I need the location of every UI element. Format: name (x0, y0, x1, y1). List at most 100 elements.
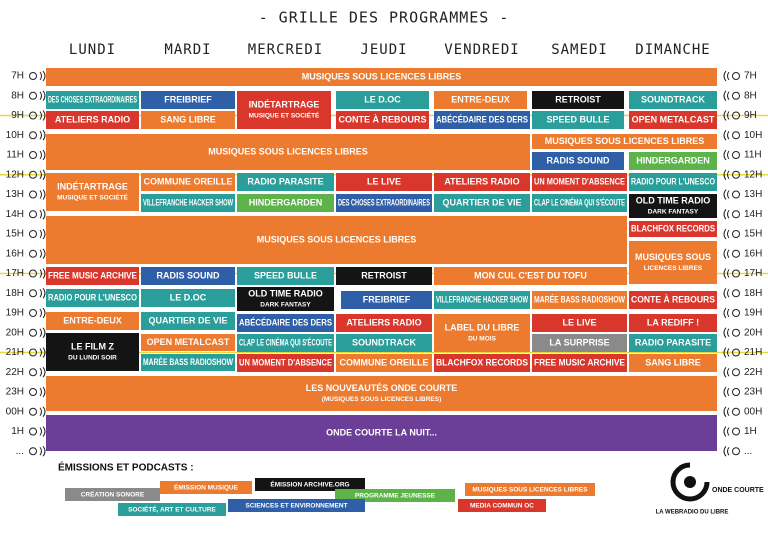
program-subtitle: MUSIQUE ET SOCIÉTÉ (57, 193, 128, 202)
program-title: LE D.OC (364, 94, 401, 104)
speaker-icon (29, 269, 37, 278)
day-label: DIMANCHE (635, 42, 710, 58)
hour-label: 1H (744, 426, 757, 437)
legend-swatch (255, 478, 365, 491)
hour-label: 17H (744, 268, 762, 279)
program-block (237, 91, 331, 129)
hour-label: 14H (6, 209, 24, 220)
legend-swatch (228, 499, 365, 512)
hour-label: 11H (744, 150, 762, 161)
speaker-waves (723, 110, 730, 121)
hour-label: 10H (744, 130, 762, 141)
program-title: UN MOMENT D'ABSENCE (239, 357, 332, 367)
speaker-icon (29, 289, 37, 298)
speaker-waves (39, 208, 46, 220)
speaker-waves (723, 406, 730, 418)
program-block (141, 289, 235, 307)
legend-swatch (160, 481, 252, 494)
program-subtitle: MUSIQUE ET SOCIÉTÉ (249, 111, 320, 120)
program-title: OPEN METALCAST (632, 114, 715, 124)
speaker-icon (732, 131, 740, 140)
hour-label: 11H (6, 150, 24, 161)
legend-swatch (118, 503, 226, 516)
program-title: SANG LIBRE (160, 114, 216, 124)
program-block (237, 173, 334, 191)
hour-label: 8H (744, 90, 757, 101)
speaker-icon (732, 427, 740, 436)
program-block (141, 111, 235, 129)
hour-label: 18H (6, 288, 24, 299)
hour-label: 8H (11, 90, 24, 101)
program-title: FREIBRIEF (363, 294, 411, 304)
logo-mark (670, 462, 710, 502)
program-title: INDÉTARTRAGE (249, 99, 320, 109)
speaker-waves (723, 327, 730, 339)
program-title: MUSIQUES SOUS LICENCES LIBRES (302, 71, 462, 81)
program-title: LE LIVE (367, 176, 401, 186)
program-block (629, 173, 717, 191)
program-title: LA SURPRISE (549, 337, 609, 347)
speaker-icon (732, 368, 740, 377)
speaker-waves (723, 426, 730, 437)
program-title: BLACHFOX RECORDS (631, 223, 715, 233)
program-title: SPEED BULLE (546, 114, 609, 124)
program-block (532, 334, 627, 352)
hour-label: 21H (744, 347, 762, 358)
legend-label: SCIENCES ET ENVIRONNEMENT (245, 503, 347, 510)
program-block (46, 134, 530, 170)
speaker-waves (39, 129, 46, 141)
speaker-icon (29, 210, 37, 219)
program-block (532, 173, 627, 191)
program-title: UN MOMENT D'ABSENCE (534, 176, 625, 186)
speaker-waves (723, 287, 730, 299)
program-subtitle: (MUSIQUES SOUS LICENCES LIBRES) (322, 396, 442, 403)
legend-label: MEDIA COMMUN OC (470, 503, 534, 510)
hour-label: 9H (744, 110, 757, 121)
program-title: VILLEFRANCHE HACKER SHOW (436, 294, 528, 304)
program-block (629, 91, 717, 109)
program-block (434, 314, 530, 352)
program-block (336, 354, 432, 372)
legend-label: ÉMISSION ARCHIVE.ORG (270, 480, 349, 489)
program-block (46, 267, 139, 285)
speaker-icon (29, 111, 37, 120)
hour-label: 16H (6, 248, 24, 259)
program-title: ABÉCÉDAIRE DES DERS (436, 114, 528, 124)
program-block (434, 354, 530, 372)
speaker-waves (723, 149, 730, 161)
speaker-icon (732, 91, 740, 100)
speaker-waves (39, 90, 46, 102)
program-block (629, 111, 717, 129)
hour-label: 15H (6, 229, 24, 240)
hour-label: ... (16, 446, 24, 457)
program-block (434, 194, 530, 212)
speaker-waves (723, 366, 730, 378)
speaker-waves (39, 347, 46, 358)
day-label: MERCREDI (248, 42, 323, 58)
program-block (237, 194, 334, 212)
program-block (336, 194, 432, 212)
hour-label: 12H (744, 169, 762, 180)
speaker-waves (723, 248, 730, 260)
program-block (434, 267, 627, 285)
program-title: DES CHOSES EXTRAORDINAIRES (48, 94, 137, 104)
program-block (532, 194, 627, 212)
speaker-icon (29, 309, 37, 317)
speaker-waves (39, 426, 46, 437)
program-block (46, 91, 139, 109)
speaker-waves (723, 70, 730, 82)
speaker-icon (29, 151, 37, 159)
program-block (629, 152, 717, 170)
program-title: ATELIERS RADIO (444, 176, 519, 186)
program-title: HINDERGARDEN (249, 197, 323, 207)
program-block (141, 334, 235, 351)
program-title: RADIS SOUND (156, 270, 220, 280)
program-title: MUSIQUES SOUS LICENCES LIBRES (257, 234, 417, 244)
speaker-waves (723, 445, 730, 457)
program-block (237, 334, 334, 352)
program-block (46, 173, 139, 211)
program-title: LES NOUVEAUTÉS ONDE COURTE (306, 383, 458, 393)
program-title: OPEN METALCAST (147, 337, 230, 347)
program-block (46, 333, 139, 371)
hour-label: 17H (6, 268, 24, 279)
